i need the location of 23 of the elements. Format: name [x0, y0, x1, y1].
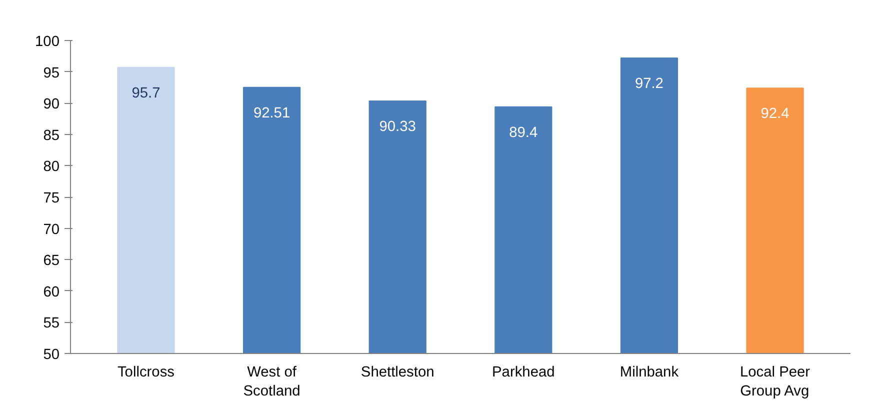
- y-tick-label: 65: [43, 253, 60, 270]
- y-tick-label: 90: [43, 96, 60, 113]
- x-tick-label: Shettleston: [360, 364, 434, 380]
- y-tick-label: 60: [43, 284, 60, 300]
- data-label: 97.2: [634, 76, 664, 92]
- data-label: 92.51: [253, 105, 290, 122]
- data-label: 89.4: [509, 124, 538, 141]
- data-label: 90.33: [379, 119, 416, 136]
- y-tick-label: 50: [43, 347, 60, 363]
- y-tick-label: 70: [43, 222, 60, 238]
- y-tick-label: 75: [43, 190, 60, 206]
- data-label: 95.7: [132, 85, 160, 102]
- x-tick-label: Local Peer Group Avg: [740, 364, 810, 400]
- y-tick-label: 85: [43, 128, 60, 144]
- x-tick-label: Tollcross: [117, 364, 174, 380]
- data-label: 92.4: [760, 106, 790, 122]
- x-tick-label: West of Scotland: [243, 364, 300, 400]
- y-tick-label: 100: [35, 34, 60, 50]
- y-tick-label: 55: [43, 316, 60, 332]
- y-tick-label: 95: [43, 65, 60, 82]
- y-tick-label: 80: [43, 159, 60, 176]
- x-tick-label: Milnbank: [620, 364, 680, 380]
- x-tick-label: Parkhead: [492, 364, 555, 380]
